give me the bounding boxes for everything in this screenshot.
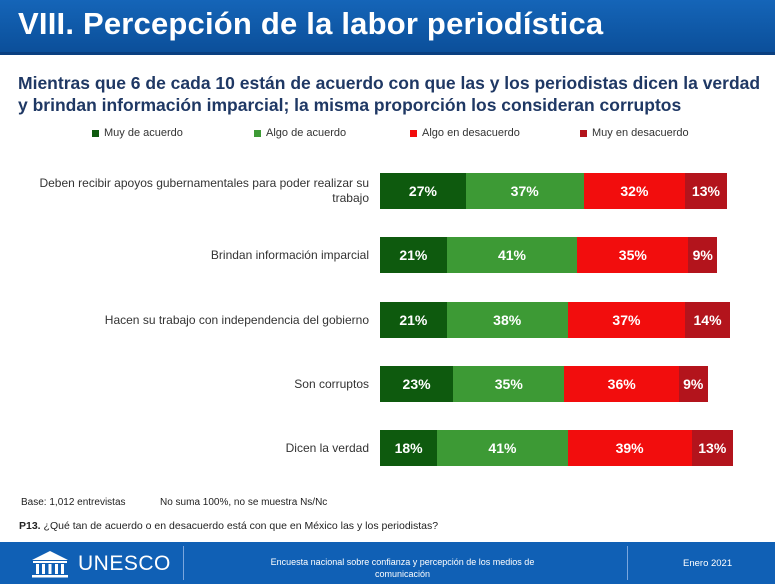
bar-segment <box>380 173 466 209</box>
bar-segment <box>567 302 686 338</box>
chart-subtitle: Mientras que 6 de cada 10 están de acuer… <box>18 73 761 115</box>
data-label: 38% <box>493 312 522 328</box>
legend: Muy de acuerdo Algo de acuerdo Algo en des… <box>0 127 775 141</box>
bar-segment <box>688 237 718 273</box>
bar-segment <box>380 430 438 466</box>
question-id: P13. <box>19 520 41 532</box>
legend-swatch <box>92 129 99 137</box>
bar-segment <box>564 366 679 402</box>
legend-label: Muy de acuerdo <box>104 127 183 139</box>
data-label: 13% <box>698 440 727 456</box>
legend-label: Algo de acuerdo <box>266 127 347 139</box>
header-rule <box>0 52 775 55</box>
data-label: 9% <box>683 376 704 392</box>
bar-segment <box>446 237 578 273</box>
data-label: 9% <box>692 247 713 263</box>
legend-swatch <box>580 129 587 137</box>
legend-swatch <box>410 129 417 137</box>
question-text: ¿Qué tan de acuerdo o en desacuerdo está… <box>40 520 439 532</box>
bar-segment <box>567 430 692 466</box>
data-label: 18% <box>394 440 423 456</box>
data-label: 21% <box>399 312 428 328</box>
data-label: 41% <box>488 440 517 456</box>
footer-bar <box>0 542 775 584</box>
legend-item: Muy de acuerdo <box>92 127 183 139</box>
bar-segment <box>691 430 733 466</box>
data-label: 21% <box>399 247 428 263</box>
data-label: 23% <box>402 376 431 392</box>
data-label: 41% <box>497 247 526 263</box>
data-label: 37% <box>510 183 539 199</box>
bar-segment <box>380 237 447 273</box>
data-label: 27% <box>408 183 437 199</box>
footer-survey-name: Encuesta nacional sobre confianza y perc… <box>270 557 535 579</box>
data-label: 36% <box>607 376 636 392</box>
bar-segment <box>685 302 730 338</box>
bar-segment <box>577 237 689 273</box>
bar-segment <box>685 173 727 209</box>
data-label: 39% <box>615 440 644 456</box>
data-label: 35% <box>618 247 647 263</box>
data-label: 37% <box>612 312 641 328</box>
footer-date: Enero 2021 <box>683 558 733 569</box>
data-label: 35% <box>494 376 523 392</box>
question-note: P13. ¿Qué tan de acuerdo o en desacuerdo… <box>19 520 438 532</box>
bar-segment <box>583 173 686 209</box>
legend-item: Algo en desacuerdo <box>410 127 520 139</box>
unesco-temple-logo <box>32 551 68 578</box>
header-bar <box>0 0 775 52</box>
category-label: Deben recibir apoyos gubernamentales par… <box>39 176 369 205</box>
bar-segment <box>380 302 447 338</box>
data-label: 14% <box>693 312 722 328</box>
bar-segment <box>465 173 584 209</box>
footer-org-name: UNESCO <box>78 552 171 575</box>
legend-item: Muy en desacuerdo <box>580 127 689 139</box>
base-note: Base: 1,012 entrevistas <box>21 497 126 508</box>
page-title: VIII. Percepción de la labor periodístic… <box>18 6 604 41</box>
category-label: Dicen la verdad <box>285 440 369 455</box>
legend-label: Muy en desacuerdo <box>592 127 689 139</box>
footer-divider <box>183 546 184 580</box>
data-label: 13% <box>691 183 720 199</box>
data-label: 32% <box>620 183 649 199</box>
bar-segment <box>446 302 568 338</box>
footer-divider <box>627 546 628 580</box>
category-label: Son corruptos <box>294 376 369 391</box>
bar-segment <box>678 366 708 402</box>
bar-segment <box>453 366 565 402</box>
bar-segment <box>380 366 454 402</box>
category-label: Hacen su trabajo con independencia del g… <box>104 312 369 327</box>
sum-note: No suma 100%, no se muestra Ns/Nc <box>160 497 328 508</box>
legend-label: Algo en desacuerdo <box>422 127 520 139</box>
category-label: Brindan información imparcial <box>210 247 369 262</box>
legend-swatch <box>254 129 261 137</box>
bar-segment <box>437 430 568 466</box>
legend-item: Algo de acuerdo <box>254 127 346 139</box>
